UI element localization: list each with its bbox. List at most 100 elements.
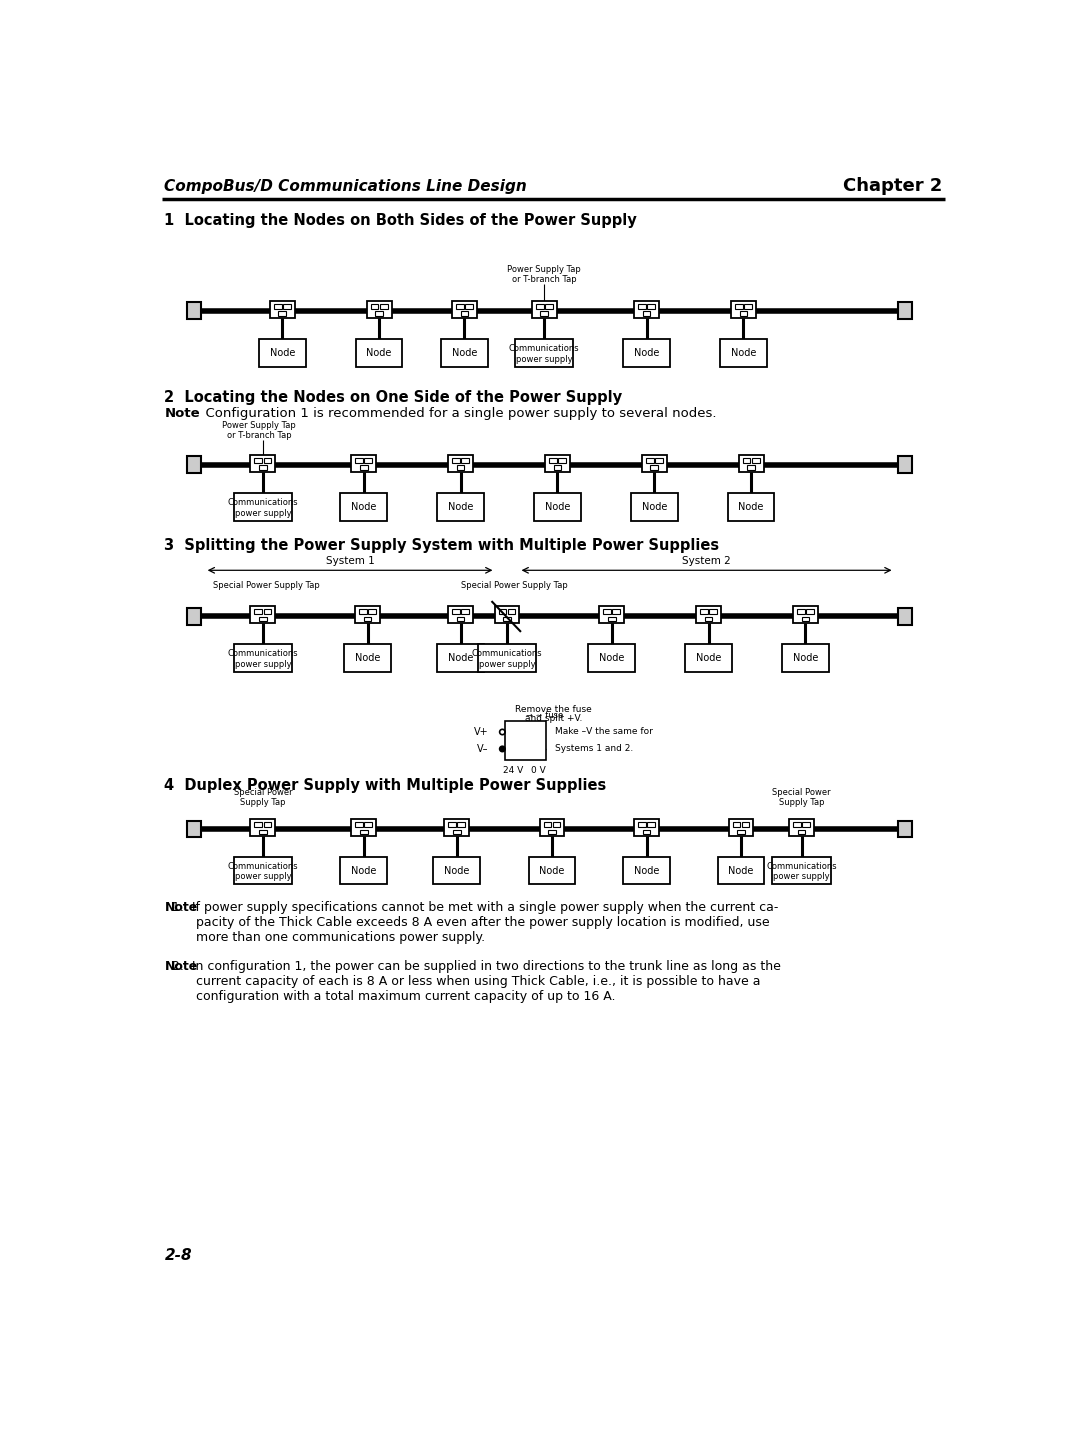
- Bar: [356, 339, 403, 367]
- Text: Node: Node: [451, 349, 477, 359]
- Text: Node: Node: [539, 865, 565, 875]
- Text: System 1: System 1: [326, 555, 375, 565]
- Text: or T-branch Tap: or T-branch Tap: [227, 430, 292, 441]
- Bar: [259, 829, 267, 834]
- Bar: [460, 311, 469, 316]
- Bar: [647, 304, 654, 309]
- Text: Communications: Communications: [228, 498, 298, 508]
- Bar: [187, 608, 201, 626]
- Bar: [355, 607, 380, 623]
- Text: Node: Node: [544, 502, 570, 512]
- Text: or T-branch Tap: or T-branch Tap: [512, 276, 577, 284]
- Bar: [772, 857, 831, 884]
- Bar: [478, 644, 536, 672]
- Text: 2  Locating the Nodes on One Side of the Power Supply: 2 Locating the Nodes on One Side of the …: [164, 389, 622, 405]
- Bar: [536, 304, 543, 309]
- Bar: [739, 455, 764, 472]
- Bar: [654, 458, 663, 462]
- Text: power supply: power supply: [516, 354, 572, 363]
- Text: → ∼ fuse: → ∼ fuse: [526, 710, 564, 720]
- Text: Node: Node: [599, 653, 624, 663]
- Bar: [697, 607, 721, 623]
- Text: Make –V the same for: Make –V the same for: [555, 728, 653, 736]
- Text: Power Supply Tap: Power Supply Tap: [222, 420, 296, 430]
- Bar: [499, 610, 507, 614]
- Bar: [233, 494, 292, 521]
- Bar: [453, 458, 460, 462]
- Text: Systems 1 and 2.: Systems 1 and 2.: [555, 745, 633, 753]
- Bar: [798, 829, 806, 834]
- Bar: [535, 494, 581, 521]
- Text: power supply: power supply: [234, 872, 292, 881]
- Text: Node: Node: [793, 653, 818, 663]
- Bar: [734, 304, 743, 309]
- Text: power supply: power supply: [234, 660, 292, 669]
- Bar: [603, 610, 611, 614]
- Bar: [360, 465, 367, 469]
- Text: Note: Note: [164, 901, 198, 914]
- Bar: [558, 458, 566, 462]
- Bar: [448, 822, 456, 827]
- Text: Node: Node: [444, 865, 470, 875]
- Bar: [729, 819, 754, 835]
- Bar: [345, 644, 391, 672]
- Bar: [283, 304, 291, 309]
- Bar: [461, 610, 469, 614]
- Bar: [351, 819, 376, 835]
- Bar: [437, 644, 484, 672]
- Bar: [270, 301, 295, 317]
- Bar: [631, 494, 677, 521]
- Bar: [608, 617, 616, 621]
- Bar: [360, 829, 367, 834]
- Bar: [720, 339, 767, 367]
- Bar: [251, 455, 275, 472]
- Bar: [368, 610, 376, 614]
- Text: 4  Duplex Power Supply with Multiple Power Supplies: 4 Duplex Power Supply with Multiple Powe…: [164, 778, 607, 794]
- Bar: [529, 857, 576, 884]
- Bar: [545, 304, 553, 309]
- Bar: [505, 722, 545, 759]
- Text: Node: Node: [366, 349, 392, 359]
- Text: Remove the fuse: Remove the fuse: [515, 705, 592, 713]
- Bar: [187, 821, 201, 838]
- Bar: [553, 822, 561, 827]
- Bar: [461, 458, 469, 462]
- Text: 1  Locating the Nodes on Both Sides of the Power Supply: 1 Locating the Nodes on Both Sides of th…: [164, 214, 637, 228]
- Text: Node: Node: [355, 653, 380, 663]
- Bar: [448, 607, 473, 623]
- Bar: [634, 819, 659, 835]
- Bar: [623, 339, 670, 367]
- Bar: [743, 458, 751, 462]
- Bar: [802, 822, 810, 827]
- Bar: [457, 465, 464, 469]
- Bar: [370, 304, 378, 309]
- Bar: [251, 607, 275, 623]
- Text: Chapter 2: Chapter 2: [843, 177, 943, 195]
- Text: System 2: System 2: [683, 555, 731, 565]
- Bar: [259, 339, 306, 367]
- Bar: [340, 494, 387, 521]
- Bar: [453, 829, 460, 834]
- Bar: [899, 608, 913, 626]
- Bar: [738, 829, 745, 834]
- Bar: [643, 311, 650, 316]
- Bar: [259, 617, 267, 621]
- Bar: [793, 822, 800, 827]
- Bar: [187, 303, 201, 319]
- Bar: [899, 821, 913, 838]
- Bar: [718, 857, 765, 884]
- Bar: [700, 610, 707, 614]
- Bar: [444, 819, 469, 835]
- Bar: [554, 465, 562, 469]
- Bar: [549, 458, 556, 462]
- Bar: [456, 304, 463, 309]
- Text: Node: Node: [634, 349, 659, 359]
- Bar: [503, 617, 511, 621]
- Text: Communications: Communications: [228, 650, 298, 659]
- Bar: [233, 644, 292, 672]
- Bar: [508, 610, 515, 614]
- Text: Special Power Supply Tap: Special Power Supply Tap: [214, 581, 320, 590]
- Bar: [899, 303, 913, 319]
- Bar: [274, 304, 282, 309]
- Bar: [685, 644, 732, 672]
